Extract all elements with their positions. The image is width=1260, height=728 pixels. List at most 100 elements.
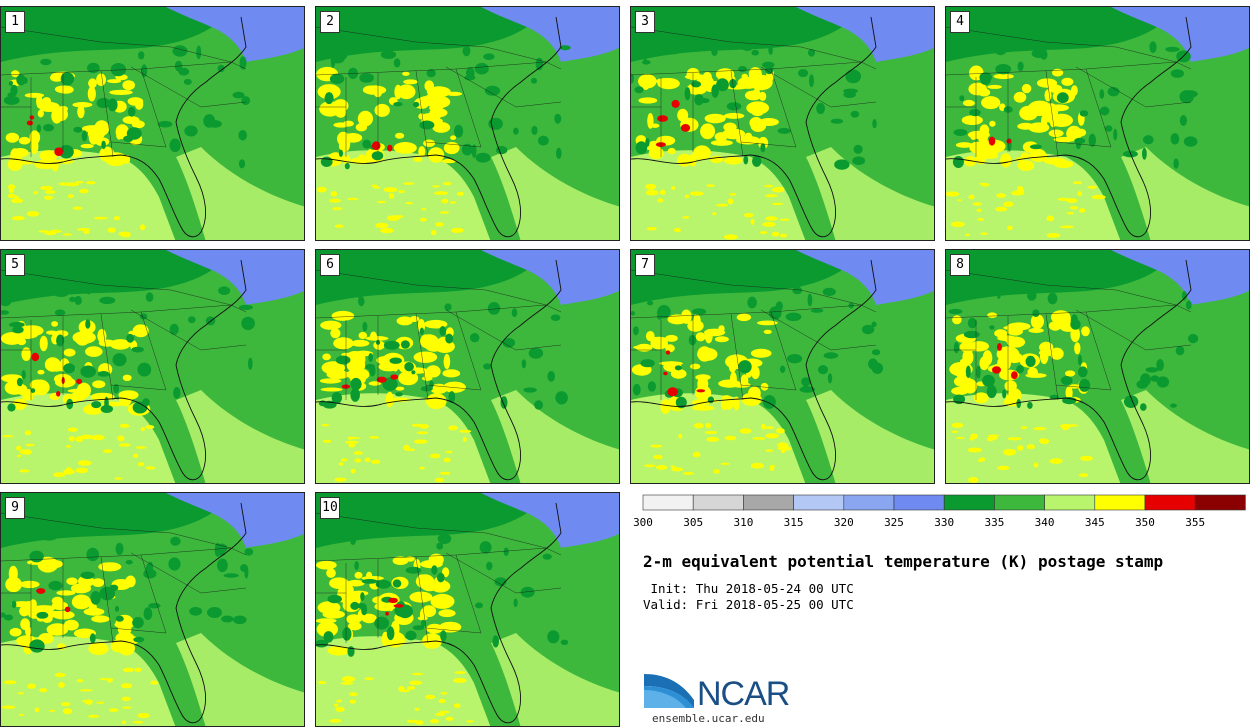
colorbar-segment	[743, 494, 794, 511]
colorbar-tick-label: 325	[884, 516, 904, 529]
state-border	[455, 68, 482, 148]
gulf-field	[1, 636, 176, 726]
init-value: Thu 2018-05-24 00 UTC	[695, 581, 854, 596]
gulf-field	[946, 393, 1121, 483]
dark-blobs	[318, 286, 568, 410]
warm-region	[5, 556, 140, 656]
theta-e-map	[1, 250, 304, 483]
warm-region	[1, 320, 151, 416]
colorbar-segment	[1044, 494, 1096, 511]
east-gulf-field	[806, 390, 934, 483]
coastline	[946, 259, 1192, 481]
state-border	[740, 141, 797, 148]
gulf-speckles	[318, 671, 474, 725]
stamp-member-label: 4	[950, 11, 970, 33]
north-field	[316, 250, 546, 305]
colorbar-segment	[943, 494, 995, 511]
state-border	[445, 552, 562, 594]
gulf-field	[316, 636, 491, 726]
colorbar-segment	[642, 494, 694, 511]
state-border	[770, 68, 797, 148]
state-border	[800, 46, 877, 70]
east-gulf-field	[1121, 147, 1249, 240]
north-field	[631, 250, 861, 305]
state-border	[170, 46, 247, 70]
coastline	[1, 502, 247, 724]
state-border	[760, 309, 877, 351]
colorbar-tick-label: 310	[733, 516, 754, 529]
north-field	[1, 493, 231, 548]
gulf-speckles	[645, 183, 790, 240]
gulf-speckles	[316, 182, 464, 236]
hot-spots	[988, 136, 1012, 146]
cool-field	[1111, 250, 1249, 305]
state-border	[455, 311, 482, 391]
hot-spots	[371, 141, 393, 152]
colorbar-tick-label: 320	[833, 516, 854, 529]
theta-e-map	[316, 493, 619, 726]
postage-stamp-panel: 9	[0, 492, 305, 727]
warm-region	[316, 553, 462, 656]
state-border	[316, 269, 487, 291]
east-gulf-field	[491, 147, 619, 240]
colorbar-tick-label: 345	[1084, 516, 1105, 529]
hot-spots	[36, 588, 71, 613]
coastline	[316, 502, 562, 724]
atlantic-field	[246, 47, 304, 74]
cool-field	[796, 7, 934, 62]
state-border	[140, 68, 167, 148]
coastline	[1, 259, 247, 481]
gulf-speckles	[951, 422, 1093, 483]
valid-value: Fri 2018-05-25 00 UTC	[695, 597, 854, 612]
state-border	[1075, 66, 1192, 108]
cool-field	[166, 7, 304, 62]
east-gulf-field	[1121, 390, 1249, 483]
state-border	[800, 289, 877, 313]
theta-e-map	[316, 250, 619, 483]
cool-field	[481, 493, 619, 548]
state-border	[445, 66, 562, 108]
state-border	[485, 46, 562, 70]
state-border	[425, 141, 482, 148]
east-gulf-field	[176, 633, 304, 726]
state-border	[1055, 141, 1112, 148]
colorbar-tick-label: 350	[1135, 516, 1155, 529]
state-border	[425, 627, 482, 634]
logo-url: ensemble.ucar.edu	[652, 712, 765, 725]
hot-spots	[385, 597, 404, 616]
theta-e-map	[631, 7, 934, 240]
dark-blobs	[316, 533, 569, 657]
coastline	[1, 16, 247, 238]
warm-region	[955, 65, 1087, 172]
colorbar-tick-label: 340	[1034, 516, 1055, 529]
state-border	[631, 26, 802, 48]
cool-field	[1111, 7, 1249, 62]
colorbar-segment	[692, 494, 744, 511]
atlantic-field	[1191, 47, 1249, 74]
stamp-member-label: 7	[635, 254, 655, 276]
postage-stamp-panel: 6	[315, 249, 620, 484]
atlantic-field	[876, 47, 934, 74]
state-border	[1, 269, 172, 291]
postage-stamp-panel: 8	[945, 249, 1250, 484]
gulf-speckles	[644, 422, 792, 475]
theta-e-map	[1, 7, 304, 240]
colorbar-tick-label: 335	[984, 516, 1005, 529]
gulf-speckles	[2, 423, 156, 480]
colorbar-tick-label: 305	[683, 516, 704, 529]
east-gulf-field	[806, 147, 934, 240]
gulf-speckles	[946, 181, 1106, 238]
colorbar	[642, 494, 1246, 511]
north-field	[631, 7, 861, 62]
state-border	[110, 384, 167, 391]
gulf-speckles	[1, 667, 159, 724]
postage-stamp-panel: 5	[0, 249, 305, 484]
hot-spots	[341, 374, 399, 389]
gulf-field	[631, 150, 806, 240]
colorbar-tick-label: 300	[633, 516, 653, 529]
atlantic-field	[246, 290, 304, 317]
state-border	[425, 384, 482, 391]
state-border	[170, 289, 247, 313]
hot-spots	[655, 99, 691, 148]
atlantic-field	[561, 47, 619, 74]
